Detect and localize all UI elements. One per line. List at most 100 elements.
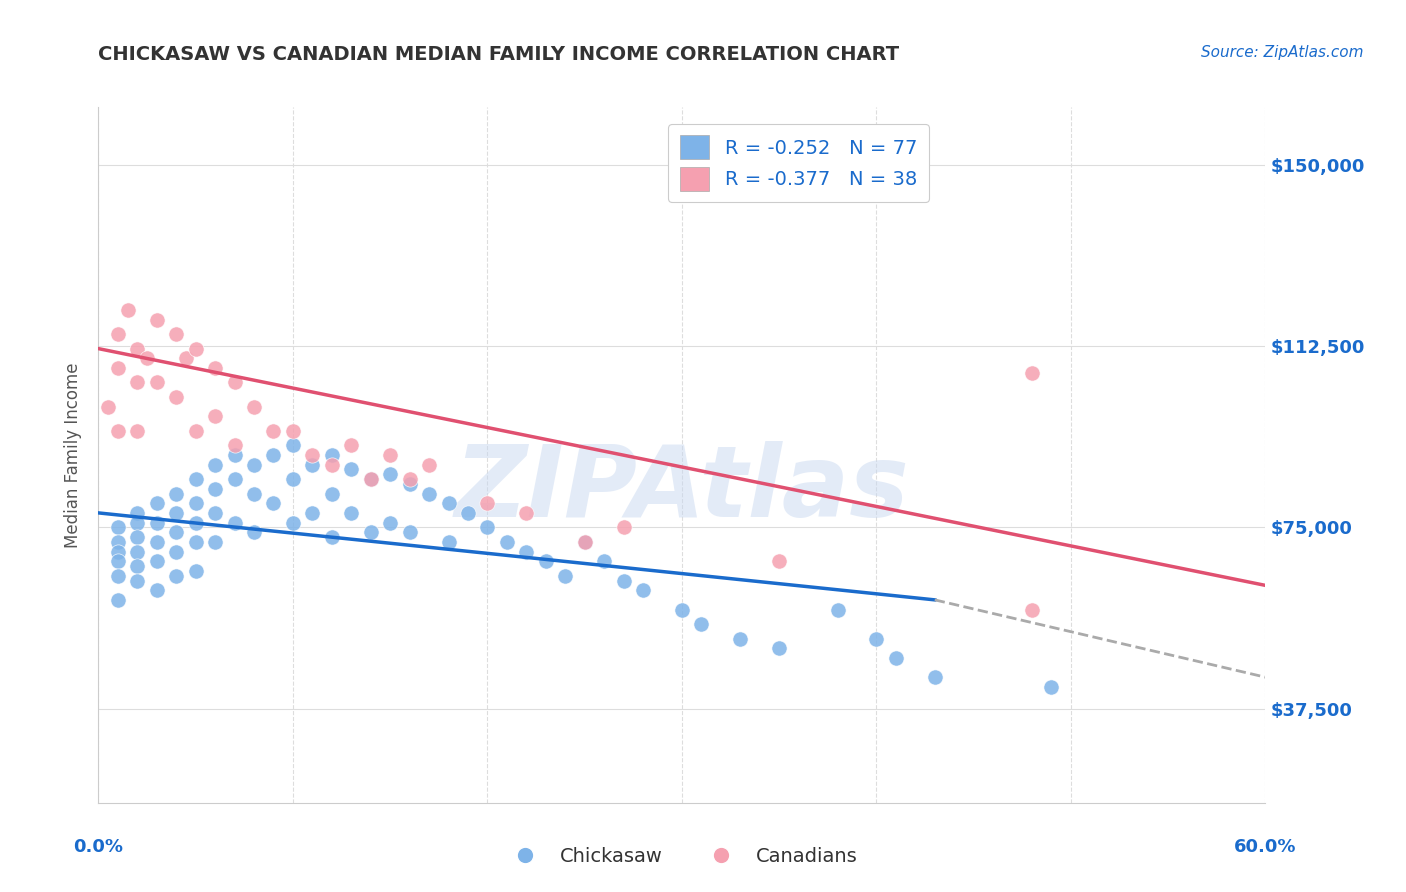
Point	[127, 516, 149, 530]
Point	[884, 651, 907, 665]
Point	[107, 534, 129, 549]
Point	[127, 424, 149, 438]
Point	[827, 602, 849, 616]
Point	[184, 472, 207, 486]
Point	[671, 168, 693, 182]
Point	[730, 632, 752, 646]
Point	[204, 506, 226, 520]
Point	[380, 467, 402, 482]
Point	[184, 342, 207, 356]
Text: 0.0%: 0.0%	[73, 838, 124, 856]
Point	[437, 534, 460, 549]
Point	[477, 496, 499, 510]
Point	[127, 376, 149, 390]
Point	[107, 568, 129, 582]
Point	[107, 544, 129, 558]
Point	[865, 632, 887, 646]
Point	[398, 472, 420, 486]
Point	[107, 592, 129, 607]
Point	[398, 476, 420, 491]
Point	[1021, 602, 1043, 616]
Point	[360, 525, 382, 540]
Point	[281, 472, 304, 486]
Point	[204, 361, 226, 376]
Text: CHICKASAW VS CANADIAN MEDIAN FAMILY INCOME CORRELATION CHART: CHICKASAW VS CANADIAN MEDIAN FAMILY INCO…	[98, 45, 900, 63]
Point	[281, 424, 304, 438]
Point	[204, 409, 226, 424]
Point	[224, 448, 246, 462]
Point	[107, 327, 129, 342]
Point	[107, 554, 129, 568]
Point	[146, 583, 169, 598]
Point	[146, 534, 169, 549]
Legend: Chickasaw, Canadians: Chickasaw, Canadians	[498, 838, 866, 873]
Point	[127, 574, 149, 588]
Text: ZIPAtlas: ZIPAtlas	[454, 442, 910, 538]
Point	[301, 448, 323, 462]
Point	[224, 376, 246, 390]
Point	[204, 534, 226, 549]
Point	[380, 448, 402, 462]
Point	[301, 458, 323, 472]
Point	[574, 534, 596, 549]
Point	[924, 670, 946, 684]
Point	[165, 568, 187, 582]
Point	[593, 554, 616, 568]
Point	[496, 534, 519, 549]
Point	[613, 520, 636, 534]
Point	[554, 568, 576, 582]
Point	[184, 424, 207, 438]
Text: Source: ZipAtlas.com: Source: ZipAtlas.com	[1201, 45, 1364, 60]
Point	[534, 554, 557, 568]
Point	[281, 438, 304, 452]
Point	[321, 448, 343, 462]
Point	[243, 525, 266, 540]
Point	[418, 458, 440, 472]
Point	[262, 496, 284, 510]
Point	[1021, 366, 1043, 380]
Point	[174, 351, 197, 366]
Point	[321, 486, 343, 500]
Point	[127, 559, 149, 574]
Point	[136, 351, 159, 366]
Point	[184, 516, 207, 530]
Point	[515, 544, 537, 558]
Point	[671, 602, 693, 616]
Point	[165, 525, 187, 540]
Point	[224, 516, 246, 530]
Point	[165, 506, 187, 520]
Point	[146, 376, 169, 390]
Point	[340, 506, 363, 520]
Point	[117, 303, 139, 318]
Point	[321, 458, 343, 472]
Point	[243, 486, 266, 500]
Point	[340, 462, 363, 476]
Point	[146, 554, 169, 568]
Point	[301, 506, 323, 520]
Point	[127, 530, 149, 544]
Point	[262, 424, 284, 438]
Point	[127, 506, 149, 520]
Point	[184, 496, 207, 510]
Point	[1040, 680, 1063, 694]
Point	[107, 424, 129, 438]
Point	[321, 530, 343, 544]
Point	[165, 544, 187, 558]
Y-axis label: Median Family Income: Median Family Income	[65, 362, 83, 548]
Point	[281, 516, 304, 530]
Point	[165, 327, 187, 342]
Point	[768, 641, 790, 656]
Point	[340, 438, 363, 452]
Point	[380, 516, 402, 530]
Point	[262, 448, 284, 462]
Point	[418, 486, 440, 500]
Point	[184, 534, 207, 549]
Point	[165, 390, 187, 404]
Point	[184, 564, 207, 578]
Point	[224, 472, 246, 486]
Point	[107, 520, 129, 534]
Point	[146, 496, 169, 510]
Point	[165, 486, 187, 500]
Legend: R = -0.252   N = 77, R = -0.377   N = 38: R = -0.252 N = 77, R = -0.377 N = 38	[668, 124, 929, 202]
Point	[515, 506, 537, 520]
